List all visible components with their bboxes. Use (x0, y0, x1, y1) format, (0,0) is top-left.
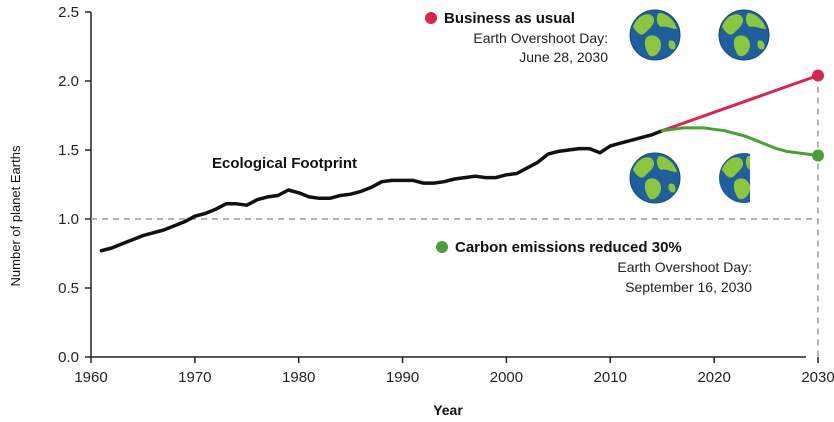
earth-globe-icon (629, 152, 681, 204)
earth-globe-icon (718, 9, 770, 61)
x-tick-label: 2020 (697, 369, 730, 386)
y-tick-label: 1.0 (58, 211, 79, 228)
x-axis-ticks: 1960 1970 1980 1990 2000 2010 2020 2030 (74, 357, 834, 386)
footprint-line (99, 128, 664, 253)
carbon-reduced-line (660, 126, 820, 157)
x-tick-label: 1990 (386, 369, 419, 386)
series-layer (99, 69, 824, 253)
bau-overshoot-label: Earth Overshoot Day: (473, 30, 608, 46)
y-axis-ticks: 0.0 0.5 1.0 1.5 2.0 2.5 (58, 4, 91, 366)
carbon-legend-dot (436, 241, 448, 253)
y-tick-label: 2.0 (58, 73, 79, 90)
carbon-overshoot-date: September 16, 2030 (625, 279, 752, 295)
y-axis-title: Number of planet Earths (8, 145, 23, 286)
y-tick-label: 0.0 (58, 349, 79, 366)
business-as-usual-line (660, 74, 820, 133)
x-tick-label: 2010 (594, 369, 627, 386)
x-axis-title: Year (433, 402, 463, 418)
bau-legend-dot (425, 12, 437, 24)
x-tick-label: 1960 (74, 369, 107, 386)
x-tick-label: 2000 (490, 369, 523, 386)
bau-endpoint-marker (812, 69, 824, 82)
bau-title: Business as usual (444, 10, 575, 27)
y-tick-label: 1.5 (58, 142, 79, 159)
x-tick-label: 1970 (178, 369, 211, 386)
y-tick-label: 0.5 (58, 280, 79, 297)
carbon-endpoint-marker (812, 149, 824, 162)
carbon-title: Carbon emissions reduced 30% (455, 239, 682, 256)
x-tick-label: 2030 (801, 369, 834, 386)
bau-overshoot-date: June 28, 2030 (519, 49, 608, 65)
y-tick-label: 2.5 (58, 4, 79, 21)
footprint-label: Ecological Footprint (212, 155, 357, 172)
half-earth-globe-icon (719, 153, 750, 203)
x-tick-label: 1980 (282, 369, 315, 386)
earth-globe-icon (629, 9, 681, 61)
carbon-overshoot-label: Earth Overshoot Day: (617, 259, 752, 275)
